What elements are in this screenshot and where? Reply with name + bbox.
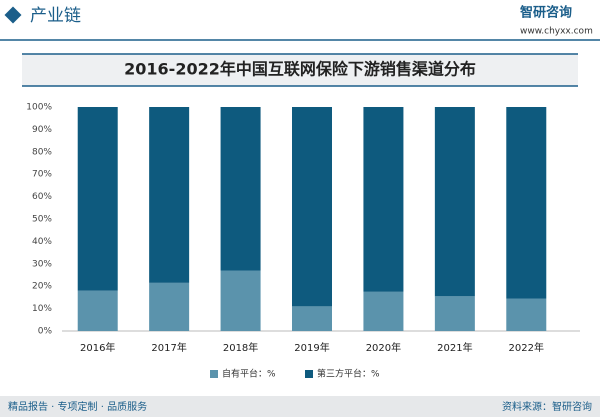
bar-segment: [77, 107, 118, 291]
y-tick-label: 50%: [32, 215, 52, 225]
bar-segment: [292, 306, 332, 331]
x-tick-label: 2018年: [223, 341, 258, 354]
y-tick-label: 60%: [32, 192, 52, 202]
header-icon: [4, 6, 22, 24]
bar-segment: [363, 291, 404, 331]
bar-segment: [149, 282, 190, 331]
x-tick-label: 2020年: [366, 341, 401, 354]
section-title: 产业链: [30, 6, 81, 26]
title-band: [22, 54, 578, 86]
x-tick-label: 2019年: [294, 341, 329, 354]
bar-segment: [292, 107, 332, 307]
y-tick-label: 90%: [32, 125, 52, 135]
footer-left: 精品报告 · 专项定制 · 品质服务: [8, 400, 147, 413]
y-tick-label: 40%: [32, 237, 52, 247]
y-tick-label: 80%: [32, 147, 52, 157]
bar-segment: [434, 296, 475, 331]
y-tick-label: 70%: [32, 170, 52, 180]
y-tick-label: 10%: [32, 304, 52, 314]
bar-segment: [149, 107, 190, 283]
x-tick-label: 2017年: [151, 341, 186, 354]
y-tick-label: 30%: [32, 259, 52, 269]
legend-label: 第三方平台：%: [317, 368, 380, 380]
x-tick-label: 2021年: [437, 341, 472, 354]
y-tick-label: 20%: [32, 282, 52, 292]
bar-segment: [77, 290, 118, 331]
chart-title: 2016-2022年中国互联网保险下游销售渠道分布: [124, 60, 476, 79]
logo: 智研咨询: [520, 5, 572, 21]
legend-label: 自有平台：%: [222, 368, 276, 380]
x-tick-label: 2016年: [80, 341, 115, 354]
footer-band: [0, 396, 600, 417]
bar-segment: [434, 107, 475, 297]
y-tick-label: 0%: [38, 327, 53, 337]
bar-segment: [220, 107, 261, 271]
legend-swatch: [210, 370, 218, 378]
x-tick-label: 2022年: [509, 341, 544, 354]
bar-segment: [506, 298, 547, 331]
legend-swatch: [305, 370, 313, 378]
bar-segment: [363, 107, 404, 292]
y-tick-label: 100%: [26, 103, 52, 113]
logo-url: www.chyxx.com: [520, 27, 593, 37]
bar-segment: [506, 107, 547, 299]
footer-source: 资料来源：智研咨询: [502, 400, 592, 413]
bar-segment: [220, 270, 261, 331]
